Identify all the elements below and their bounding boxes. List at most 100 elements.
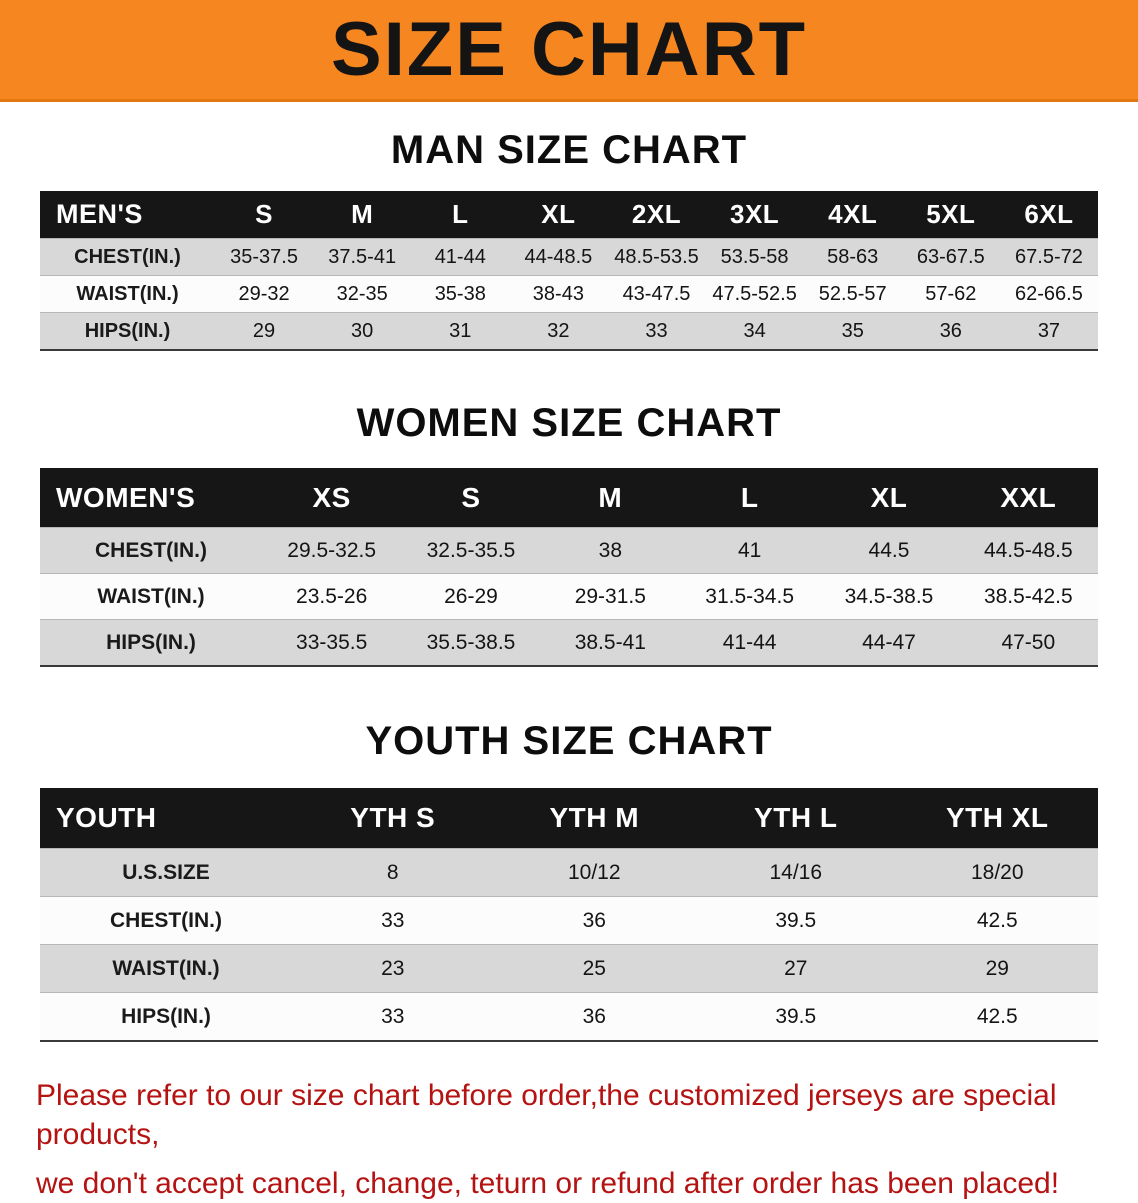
size-value-cell: 33 — [292, 896, 494, 945]
size-value-cell: 33 — [607, 312, 706, 350]
size-value-cell: 29 — [215, 312, 314, 350]
size-value-cell: 53.5-58 — [705, 238, 804, 276]
size-value-cell: 41 — [679, 527, 820, 574]
size-value-cell: 47-50 — [958, 619, 1098, 666]
size-column-header: S — [401, 468, 541, 528]
size-column-header: XXL — [958, 468, 1098, 528]
size-column-header: YTH L — [695, 788, 897, 849]
size-value-cell: 31 — [411, 312, 510, 350]
size-value-cell: 48.5-53.5 — [607, 238, 706, 276]
size-column-header: XL — [819, 468, 959, 528]
size-column-header: M — [540, 468, 680, 528]
measurement-row-label: U.S.SIZE — [40, 848, 292, 897]
table-group-label: MEN'S — [40, 191, 215, 239]
size-value-cell: 35 — [803, 312, 902, 350]
size-value-cell: 62-66.5 — [999, 275, 1098, 313]
size-column-header: L — [679, 468, 820, 528]
measurement-row-label: WAIST(IN.) — [40, 573, 262, 620]
table-header-row: YOUTH YTH S YTH M YTH L YTH XL — [40, 788, 1098, 849]
size-value-cell: 36 — [493, 896, 695, 945]
size-value-cell: 36 — [493, 992, 695, 1041]
youth-section-heading: YOUTH SIZE CHART — [365, 719, 773, 763]
size-value-cell: 29 — [896, 944, 1098, 993]
size-value-cell: 38 — [540, 527, 680, 574]
size-value-cell: 41-44 — [679, 619, 820, 666]
measurement-row: CHEST(IN.) 33 36 39.5 42.5 — [40, 896, 1098, 945]
table-header-row: MEN'S S M L XL 2XL 3XL 4XL 5XL 6XL — [40, 191, 1098, 239]
size-value-cell: 23 — [292, 944, 494, 993]
size-value-cell: 47.5-52.5 — [705, 275, 804, 313]
men-section: MAN SIZE CHART MEN'S S M L XL 2XL 3XL 4XL 5XL 6XL… — [0, 102, 1138, 351]
measurement-row-label: CHEST(IN.) — [40, 527, 262, 574]
size-column-header: 3XL — [705, 191, 804, 239]
measurement-row: CHEST(IN.) 29.5-32.5 32.5-35.5 38 41 44.5 44.5… — [40, 527, 1098, 574]
size-column-header: YTH M — [493, 788, 695, 849]
size-value-cell: 57-62 — [901, 275, 1000, 313]
measurement-row: HIPS(IN.) 29 30 31 32 33 34 35 36 37 — [40, 312, 1098, 350]
size-value-cell: 63-67.5 — [901, 238, 1000, 276]
size-column-header: L — [411, 191, 510, 239]
size-column-header: S — [215, 191, 314, 239]
size-column-header: YTH XL — [896, 788, 1098, 849]
measurement-row: CHEST(IN.) 35-37.5 37.5-41 41-44 44-48.5 48.5… — [40, 238, 1098, 276]
size-value-cell: 14/16 — [695, 848, 897, 897]
measurement-row: WAIST(IN.) 29-32 32-35 35-38 38-43 43-47.5 47.… — [40, 275, 1098, 313]
measurement-row-label: HIPS(IN.) — [40, 619, 262, 666]
content: MAN SIZE CHART MEN'S S M L XL 2XL 3XL 4XL 5XL 6XL… — [0, 102, 1138, 1042]
measurement-row: HIPS(IN.) 33 36 39.5 42.5 — [40, 992, 1098, 1041]
women-size-table: WOMEN'S XS S M L XL XXL CHEST(IN.) 29.5-32.5 32.5… — [40, 468, 1098, 667]
size-value-cell: 32.5-35.5 — [401, 527, 541, 574]
men-size-table: MEN'S S M L XL 2XL 3XL 4XL 5XL 6XL CHEST(IN.) 35-37… — [40, 191, 1098, 351]
size-value-cell: 67.5-72 — [999, 238, 1098, 276]
measurement-row: U.S.SIZE 8 10/12 14/16 18/20 — [40, 848, 1098, 897]
measurement-row-label: WAIST(IN.) — [40, 275, 215, 313]
size-value-cell: 38.5-41 — [540, 619, 680, 666]
measurement-row-label: CHEST(IN.) — [40, 238, 215, 276]
size-value-cell: 18/20 — [896, 848, 1098, 897]
size-value-cell: 58-63 — [803, 238, 902, 276]
measurement-row-label: HIPS(IN.) — [40, 312, 215, 350]
size-value-cell: 35.5-38.5 — [401, 619, 541, 666]
youth-section: YOUTH SIZE CHART YOUTH YTH S YTH M YTH L YTH… — [0, 667, 1138, 1042]
size-value-cell: 39.5 — [695, 896, 897, 945]
size-value-cell: 37 — [999, 312, 1098, 350]
size-column-header: YTH S — [292, 788, 494, 849]
size-value-cell: 33-35.5 — [262, 619, 402, 666]
size-column-header: 4XL — [803, 191, 902, 239]
size-column-header: XS — [262, 468, 402, 528]
women-section-heading: WOMEN SIZE CHART — [356, 401, 782, 445]
size-column-header: 5XL — [901, 191, 1000, 239]
size-value-cell: 34 — [705, 312, 804, 350]
size-value-cell: 33 — [292, 992, 494, 1041]
size-value-cell: 29.5-32.5 — [262, 527, 402, 574]
footer-note: Please refer to our size chart before or… — [0, 1076, 1138, 1203]
measurement-row: HIPS(IN.) 33-35.5 35.5-38.5 38.5-41 41-44 44-… — [40, 619, 1098, 666]
note-line-1: Please refer to our size chart before or… — [36, 1079, 1057, 1151]
size-value-cell: 36 — [901, 312, 1000, 350]
size-value-cell: 44.5 — [819, 527, 959, 574]
size-value-cell: 41-44 — [411, 238, 510, 276]
size-column-header: 6XL — [999, 191, 1098, 239]
size-value-cell: 32-35 — [313, 275, 412, 313]
size-value-cell: 52.5-57 — [803, 275, 902, 313]
measurement-row-label: WAIST(IN.) — [40, 944, 292, 993]
size-value-cell: 42.5 — [896, 896, 1098, 945]
size-value-cell: 43-47.5 — [607, 275, 706, 313]
size-value-cell: 10/12 — [493, 848, 695, 897]
women-section: WOMEN SIZE CHART WOMEN'S XS S M L XL XXL CHEST(… — [0, 351, 1138, 667]
size-value-cell: 29-32 — [215, 275, 314, 313]
youth-size-table: YOUTH YTH S YTH M YTH L YTH XL U.S.SIZE 8 10/12… — [40, 788, 1098, 1042]
size-value-cell: 44-47 — [819, 619, 959, 666]
size-column-header: XL — [509, 191, 608, 239]
measurement-row-label: HIPS(IN.) — [40, 992, 292, 1041]
size-value-cell: 34.5-38.5 — [819, 573, 959, 620]
men-section-heading: MAN SIZE CHART — [390, 128, 748, 172]
size-value-cell: 27 — [695, 944, 897, 993]
size-column-header: 2XL — [607, 191, 706, 239]
table-group-label: WOMEN'S — [40, 468, 262, 528]
size-value-cell: 23.5-26 — [262, 573, 402, 620]
size-value-cell: 8 — [292, 848, 494, 897]
size-value-cell: 31.5-34.5 — [679, 573, 820, 620]
note-line-2: we don't accept cancel, change, teturn o… — [36, 1167, 1060, 1200]
